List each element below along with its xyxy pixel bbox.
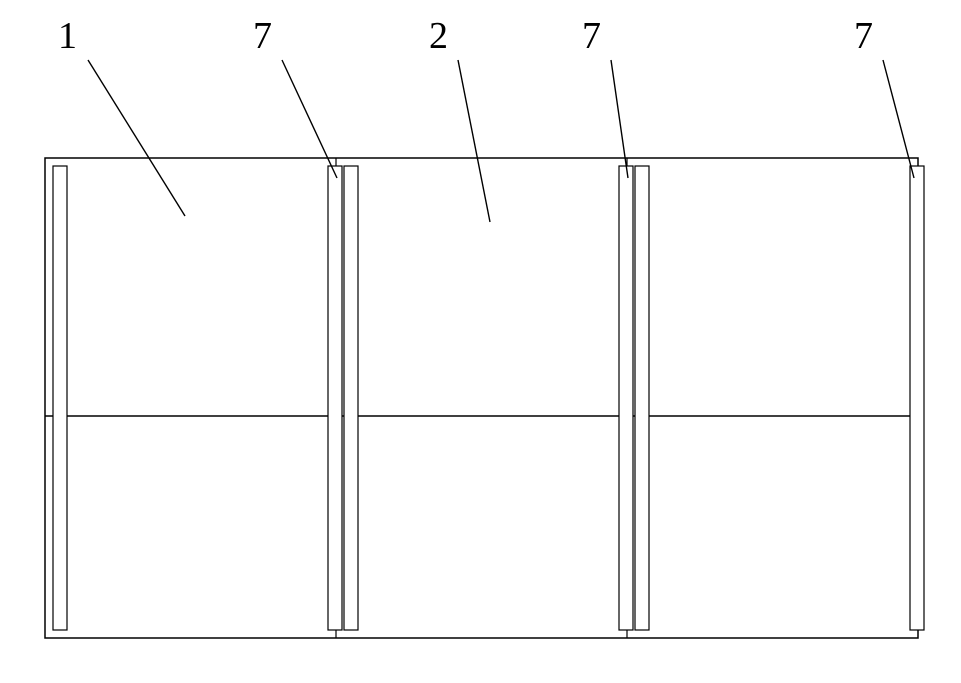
- callout-label: 7: [854, 15, 873, 57]
- callout-label: 7: [253, 15, 272, 57]
- vertical-bar: [328, 166, 342, 630]
- vertical-bar: [619, 166, 633, 630]
- callout-label: 7: [582, 15, 601, 57]
- callout-label: 1: [58, 15, 77, 57]
- vertical-bar: [635, 166, 649, 630]
- diagram-background: [0, 0, 961, 683]
- technical-diagram: 1 7 2 7 7: [0, 0, 961, 683]
- vertical-bar: [910, 166, 924, 630]
- callout-label: 2: [429, 15, 448, 57]
- vertical-bar: [344, 166, 358, 630]
- vertical-bar: [53, 166, 67, 630]
